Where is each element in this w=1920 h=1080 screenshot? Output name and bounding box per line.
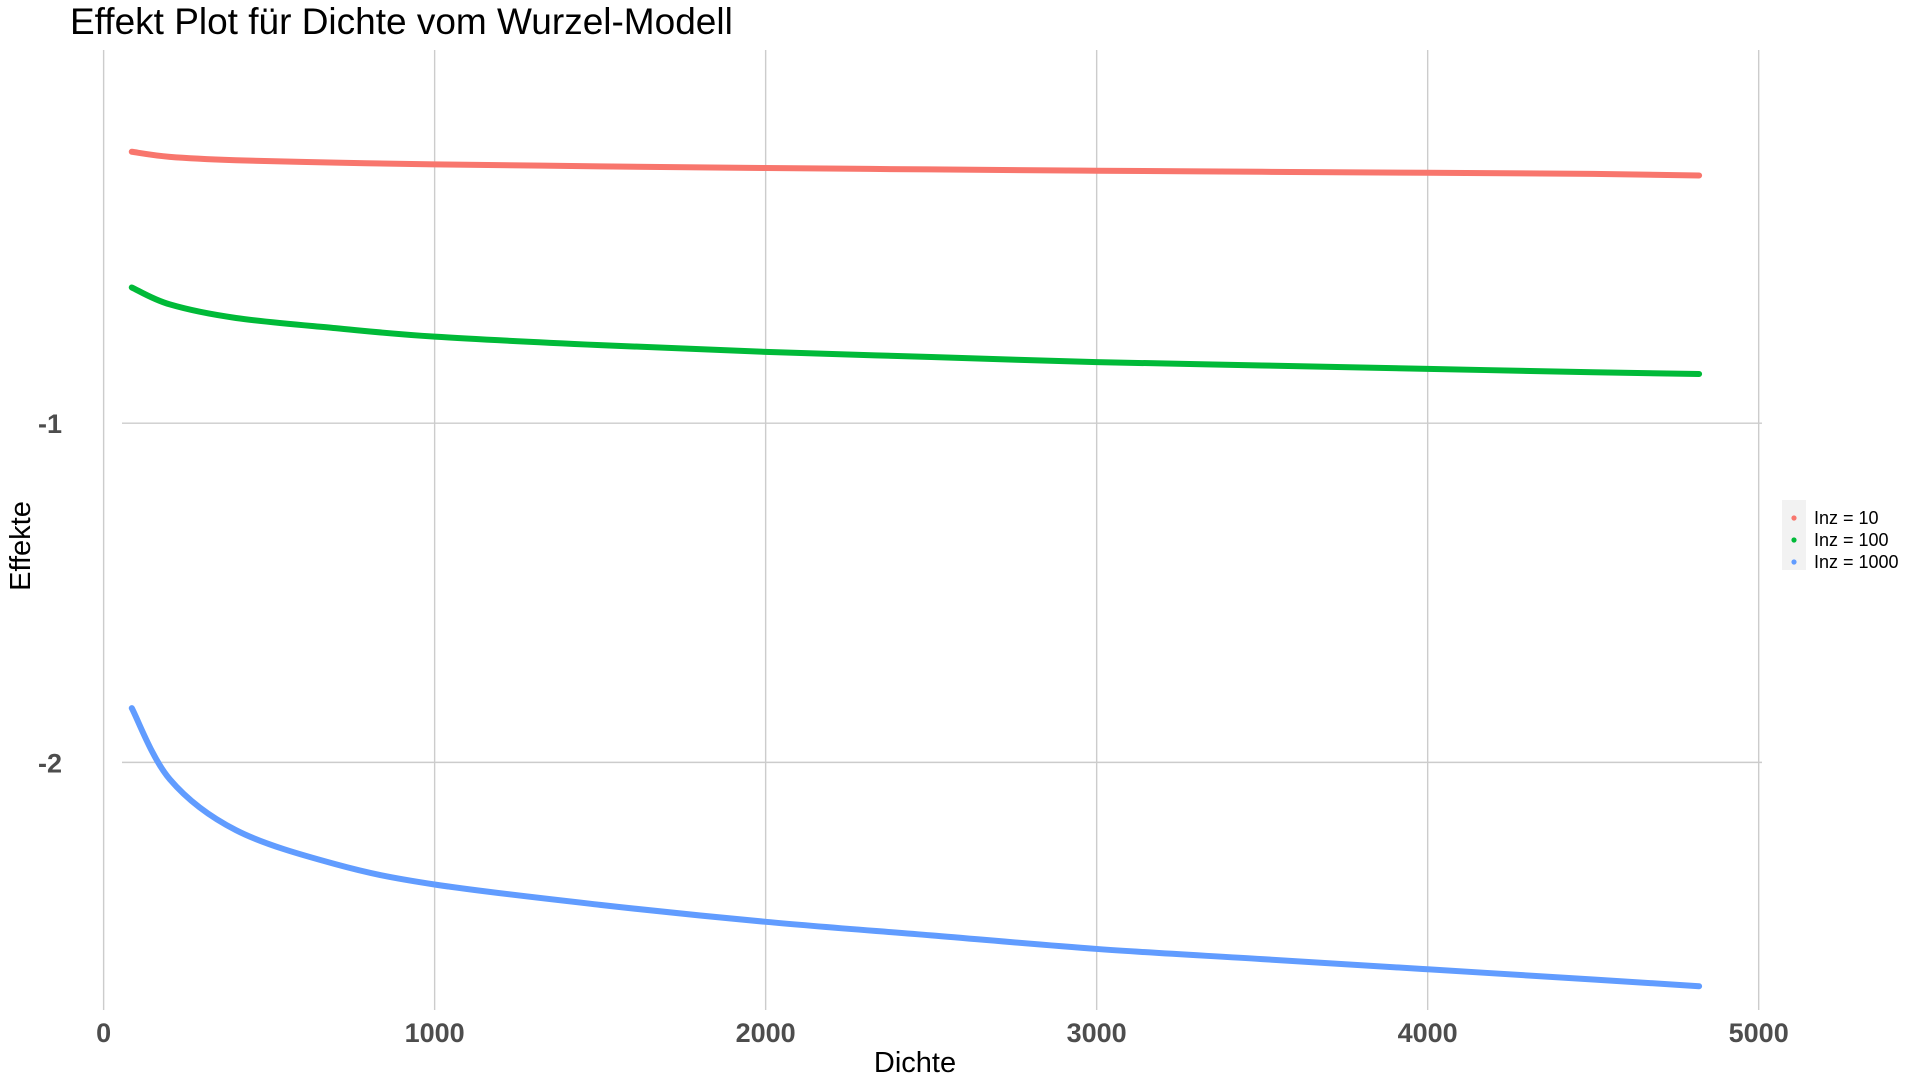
x-tick-label: 0 xyxy=(96,1018,111,1048)
y-axis-ticks: -1 -2 xyxy=(38,409,62,778)
x-tick-label: 4000 xyxy=(1398,1018,1458,1048)
legend-key xyxy=(1791,515,1797,521)
gridlines xyxy=(102,50,1762,1010)
legend-label: Inz = 10 xyxy=(1814,508,1879,528)
series-line xyxy=(128,148,1703,179)
y-tick-label: -1 xyxy=(38,409,62,439)
series-line xyxy=(128,284,1703,377)
x-axis-ticks: 0 1000 2000 3000 4000 5000 xyxy=(96,1018,1789,1048)
series-line xyxy=(128,705,1703,990)
legend-key-background xyxy=(1782,500,1806,570)
legend-label: Inz = 100 xyxy=(1814,530,1889,550)
y-tick-label: -2 xyxy=(38,748,62,778)
y-axis-title: Effekte xyxy=(5,501,37,591)
legend-key xyxy=(1791,559,1797,565)
series-lines xyxy=(128,148,1703,990)
legend-label: Inz = 1000 xyxy=(1814,552,1899,572)
x-tick-label: 5000 xyxy=(1729,1018,1789,1048)
chart-title: Effekt Plot für Dichte vom Wurzel-Modell xyxy=(70,1,733,42)
x-axis-title: Dichte xyxy=(874,1047,956,1079)
x-tick-label: 1000 xyxy=(405,1018,465,1048)
legend-key xyxy=(1791,537,1797,543)
x-tick-label: 3000 xyxy=(1067,1018,1127,1048)
x-tick-label: 2000 xyxy=(736,1018,796,1048)
